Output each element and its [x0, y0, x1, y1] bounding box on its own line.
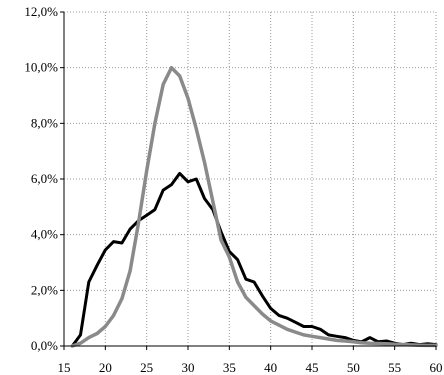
series-line-2: [70, 65, 438, 348]
y-tick-label: 8,0%: [31, 115, 58, 130]
x-tick-label: 15: [58, 360, 71, 375]
y-tick-label: 0,0%: [31, 338, 58, 353]
y-tick-label: 12,0%: [24, 4, 58, 19]
x-tick-label: 55: [388, 360, 401, 375]
y-tick-label: 10,0%: [24, 60, 58, 75]
axes: [60, 11, 437, 350]
x-tick-label: 40: [264, 360, 277, 375]
y-tick-label: 2,0%: [31, 282, 58, 297]
series-line-1: [70, 171, 438, 348]
x-tick-label: 35: [223, 360, 236, 375]
x-tick-label: 25: [140, 360, 153, 375]
y-tick-label: 6,0%: [31, 171, 58, 186]
x-tick-label: 45: [306, 360, 319, 375]
x-tick-label: 60: [430, 360, 443, 375]
grid: [64, 11, 437, 346]
x-tick-label: 50: [347, 360, 360, 375]
x-tick-label: 20: [99, 360, 112, 375]
tick-labels: 0,0% 2,0% 4,0% 6,0% 8,0% 10,0% 12,0% 15 20 25 30 35…: [24, 4, 442, 375]
y-tick-label: 4,0%: [31, 227, 58, 242]
series-group: [70, 65, 438, 348]
x-tick-label: 30: [182, 360, 195, 375]
